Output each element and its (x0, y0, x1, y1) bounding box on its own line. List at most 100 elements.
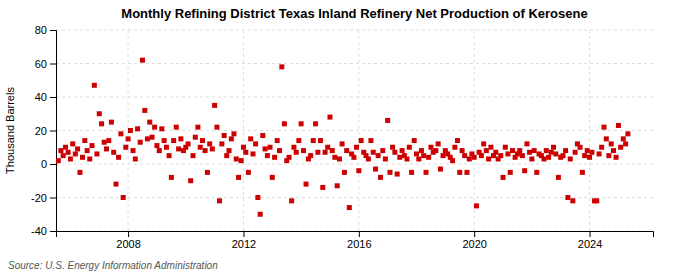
point (551, 145, 556, 150)
point (109, 120, 114, 125)
tick-label: 2012 (232, 238, 256, 250)
point (195, 125, 200, 130)
point (529, 156, 534, 161)
point (123, 145, 128, 150)
point (128, 128, 133, 133)
y-axis-label: Thousand Barrels (4, 87, 16, 174)
point (578, 145, 583, 150)
point (102, 140, 107, 145)
point (210, 146, 215, 151)
point (135, 126, 140, 131)
point (217, 198, 222, 203)
x-axis: 20082012201620202024 (57, 231, 654, 250)
tick-mark (50, 131, 56, 132)
point (219, 141, 224, 146)
point (315, 150, 320, 155)
point (111, 150, 116, 155)
point (534, 170, 539, 175)
point (450, 158, 455, 163)
grid (56, 30, 653, 231)
point (356, 168, 361, 173)
tick-mark (50, 198, 56, 199)
point (570, 198, 575, 203)
tick-label: 2008 (116, 238, 140, 250)
point (460, 148, 465, 153)
point (118, 131, 123, 136)
grid-line (474, 30, 475, 231)
chart: 20082012201620202024-40-20020406080Month… (0, 0, 675, 275)
point (68, 156, 73, 161)
point (253, 141, 258, 146)
point (279, 64, 284, 69)
point (556, 175, 561, 180)
point (61, 153, 66, 158)
point (505, 151, 510, 156)
tick: 80 (35, 24, 56, 36)
point (486, 156, 491, 161)
point (258, 212, 263, 217)
axis-line (57, 232, 654, 238)
point (383, 156, 388, 161)
tick-label: 20 (35, 125, 47, 137)
point (522, 168, 527, 173)
tick: -20 (31, 192, 56, 204)
tick-label: 2024 (578, 238, 602, 250)
point (503, 145, 508, 150)
point (311, 138, 316, 143)
tick-mark (590, 231, 591, 237)
point (618, 145, 623, 150)
tick: 2012 (232, 231, 256, 250)
point (207, 141, 212, 146)
points (56, 58, 630, 217)
point (113, 182, 118, 187)
point (162, 138, 167, 143)
point (58, 148, 63, 153)
point (77, 170, 82, 175)
point (400, 148, 405, 153)
point (599, 145, 604, 150)
tick-mark (359, 231, 360, 237)
y-axis: -40-20020406080 (31, 24, 56, 237)
point (392, 150, 397, 155)
point (404, 156, 409, 161)
point (327, 115, 332, 120)
point (99, 121, 104, 126)
point (407, 145, 412, 150)
point (260, 133, 265, 138)
tick: -40 (31, 225, 56, 237)
point (169, 175, 174, 180)
point (275, 138, 280, 143)
point (462, 153, 467, 158)
point (606, 153, 611, 158)
point (371, 150, 376, 155)
point (75, 146, 80, 151)
point (580, 170, 585, 175)
point (325, 145, 330, 150)
point (464, 170, 469, 175)
grid-line (243, 30, 244, 231)
tick-label: 80 (35, 24, 47, 36)
grid-line (56, 97, 653, 98)
grid-line (589, 30, 590, 231)
point (318, 138, 323, 143)
tick-label: 0 (41, 158, 47, 170)
point (282, 121, 287, 126)
tick: 2020 (462, 231, 486, 250)
point (296, 138, 301, 143)
point (92, 83, 97, 88)
point (56, 158, 61, 163)
point (601, 125, 606, 130)
point (70, 141, 75, 146)
point (395, 172, 400, 177)
point (597, 151, 602, 156)
point (323, 150, 328, 155)
point (347, 205, 352, 210)
point (387, 170, 392, 175)
point (138, 140, 143, 145)
point (532, 148, 537, 153)
point (594, 198, 599, 203)
point (224, 153, 229, 158)
point (167, 153, 172, 158)
point (385, 118, 390, 123)
point (472, 155, 477, 160)
